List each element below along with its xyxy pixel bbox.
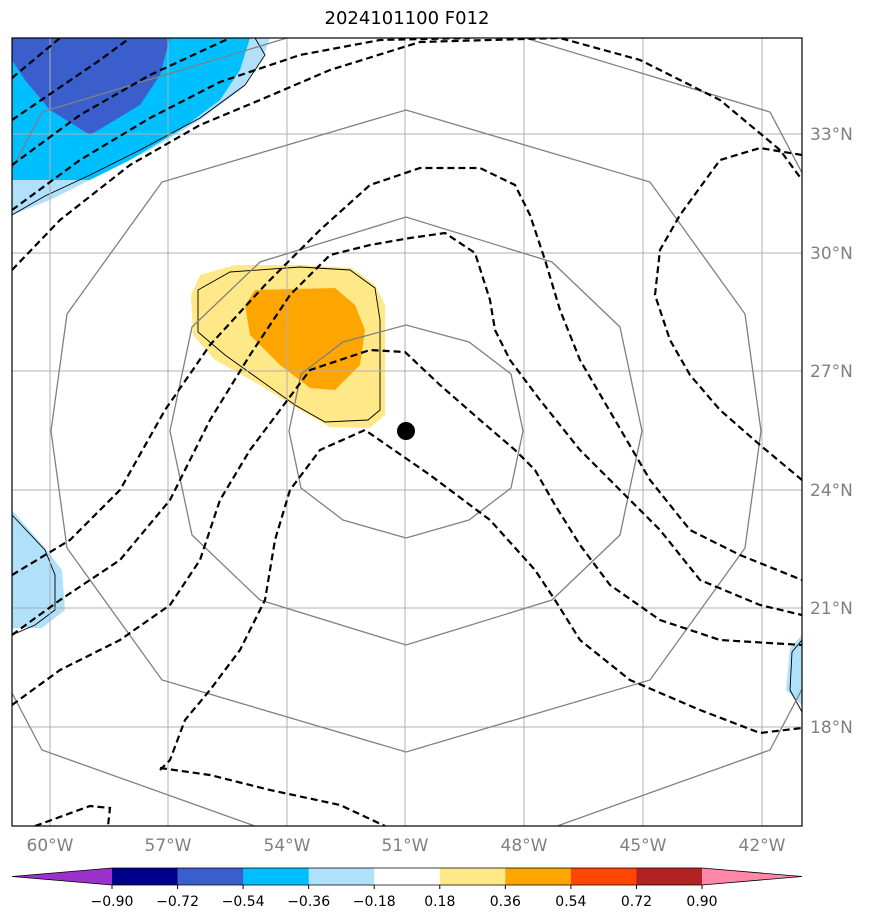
- colorbar-segment: [505, 868, 572, 885]
- colorbar-segment: [439, 868, 506, 885]
- dashed-contours: [12, 38, 802, 826]
- colorbar-segment: [570, 868, 637, 885]
- lat-tick-label: 24°N: [810, 481, 853, 501]
- colorbar-tick-label: −0.72: [156, 894, 199, 910]
- chart-title: 2024101100 F012: [324, 8, 490, 29]
- lon-tick-label: 60°W: [27, 836, 74, 856]
- map-frame: [11, 37, 803, 827]
- range-rings: [12, 38, 802, 826]
- colorbar-tick-label: 0.18: [424, 894, 455, 910]
- colorbar-tick-label: −0.54: [222, 894, 265, 910]
- lon-tick-label: 57°W: [145, 836, 192, 856]
- colorbar-extend-max: [702, 868, 802, 885]
- shading-negative-west: [12, 510, 65, 628]
- lat-tick-label: 18°N: [810, 718, 853, 738]
- lon-tick-label: 48°W: [501, 836, 548, 856]
- lat-tick-label: 21°N: [810, 599, 853, 619]
- colorbar-segment: [112, 868, 179, 885]
- colorbar-tick-label: 0.90: [686, 894, 717, 910]
- colorbar-segment: [308, 868, 375, 885]
- colorbar-tick-label: 0.54: [555, 894, 586, 910]
- storm-center-marker: [397, 422, 415, 440]
- colorbar: −0.90 −0.72 −0.54 −0.36 −0.18 0.18 0.36 0.54 0.7…: [11, 867, 803, 910]
- colorbar-tick-label: −0.18: [353, 894, 396, 910]
- lat-axis: 33°N 30°N 27°N 24°N 21°N 18°N: [810, 125, 853, 738]
- colorbar-tick-label: 0.72: [621, 894, 652, 910]
- lon-tick-label: 54°W: [264, 836, 311, 856]
- lon-tick-label: 42°W: [739, 836, 786, 856]
- lat-tick-label: 27°N: [810, 362, 853, 382]
- colorbar-segment: [374, 868, 441, 885]
- map-plot-area: [12, 38, 802, 826]
- colorbar-tick-label: −0.90: [91, 894, 134, 910]
- lon-tick-label: 45°W: [620, 836, 667, 856]
- colorbar-segment: [177, 868, 244, 885]
- shading-negative-nw: [12, 38, 270, 215]
- colorbar-segment: [243, 868, 310, 885]
- lon-tick-label: 51°W: [382, 836, 429, 856]
- colorbar-segment: [636, 868, 703, 885]
- shading-positive: [191, 265, 385, 428]
- colorbar-extend-min: [12, 868, 112, 885]
- colorbar-tick-label: 0.36: [490, 894, 521, 910]
- lat-tick-label: 30°N: [810, 244, 853, 264]
- lat-lon-gridlines: [12, 38, 802, 826]
- colorbar-tick-label: −0.36: [287, 894, 330, 910]
- lat-tick-label: 33°N: [810, 125, 853, 145]
- lon-axis: 60°W 57°W 54°W 51°W 48°W 45°W 42°W: [27, 836, 786, 856]
